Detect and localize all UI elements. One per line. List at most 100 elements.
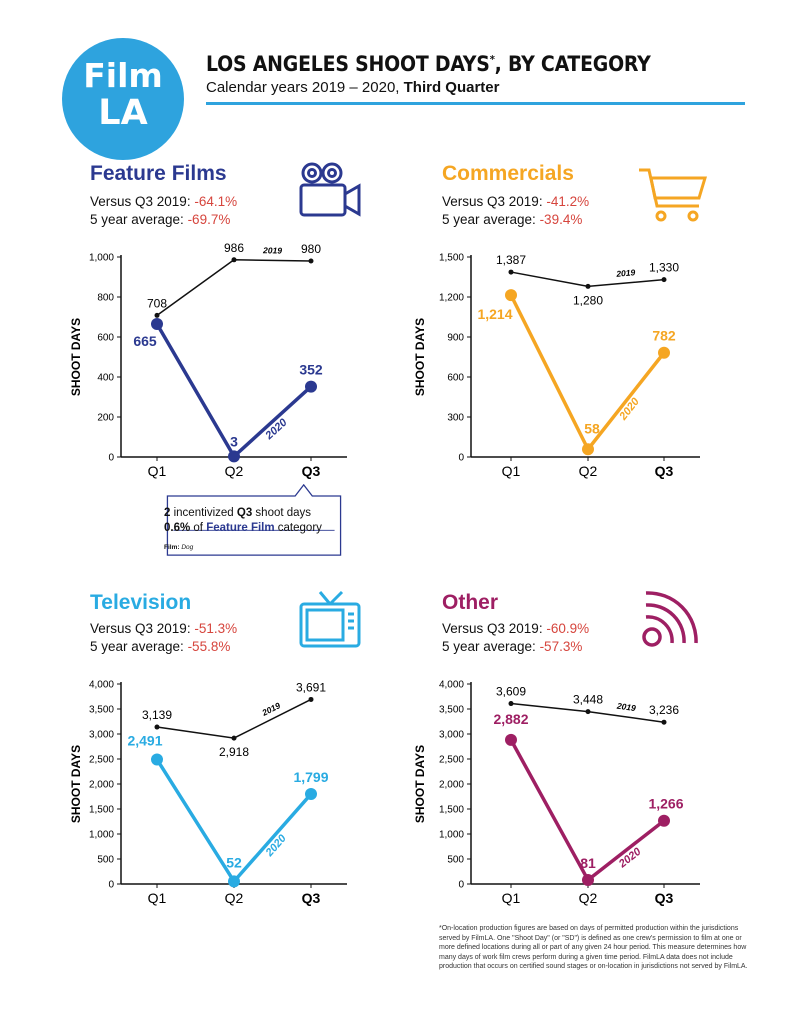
series-2019-point xyxy=(661,277,667,283)
series-2019-data-label: 1,280 xyxy=(573,293,603,307)
y-tick-label: 3,000 xyxy=(439,730,464,741)
y-tick-label: 2,000 xyxy=(439,780,464,791)
y-tick-label: 0 xyxy=(108,453,114,464)
series-2019-point xyxy=(231,735,237,741)
series-2019-data-label: 3,691 xyxy=(296,680,326,694)
series-2020-data-label: 2,882 xyxy=(493,711,528,727)
y-tick-label: 0 xyxy=(108,880,114,891)
footnote: *On-location production figures are base… xyxy=(439,925,748,970)
versus-line: Versus Q3 2019: -60.9% xyxy=(442,621,589,636)
series-2020-data-label: 1,799 xyxy=(293,769,328,785)
series-2019-point xyxy=(154,312,160,318)
series-2019-point xyxy=(585,283,591,289)
panel-feature-films: Feature Films Versus Q3 2019: -64.1% 5 y… xyxy=(90,162,430,517)
series-2020-name: 2020 xyxy=(263,832,289,860)
panel-commercials: Commercials Versus Q3 2019: -41.2% 5 yea… xyxy=(442,162,782,517)
series-2019-point xyxy=(661,719,667,725)
y-tick-label: 300 xyxy=(447,413,464,424)
x-tick-label: Q3 xyxy=(655,890,674,906)
y-axis-label: SHOOT DAYS xyxy=(413,745,427,823)
average-line: 5 year average: -57.3% xyxy=(442,639,582,654)
x-tick-label: Q1 xyxy=(502,890,521,906)
versus-value: -51.3% xyxy=(194,621,238,636)
signal-icon xyxy=(642,591,698,647)
versus-line: Versus Q3 2019: -41.2% xyxy=(442,194,589,209)
series-2019-name: 2019 xyxy=(262,245,282,255)
y-tick-label: 400 xyxy=(97,373,114,384)
x-tick-label: Q2 xyxy=(579,463,598,479)
y-tick-label: 4,000 xyxy=(89,680,114,691)
callout-q3: Q3 xyxy=(236,507,253,519)
x-tick-label: Q1 xyxy=(148,463,167,479)
series-2019-point xyxy=(308,696,314,702)
panel-title: Television xyxy=(90,591,192,614)
series-2020-data-label: 782 xyxy=(652,328,676,344)
y-tick-label: 200 xyxy=(97,413,114,424)
average-label: 5 year average: xyxy=(442,212,540,227)
y-tick-label: 1,200 xyxy=(439,293,464,304)
y-tick-label: 900 xyxy=(447,333,464,344)
logo-line2: LA xyxy=(98,93,148,133)
series-2019-point xyxy=(508,701,514,707)
header-rule xyxy=(206,102,745,105)
series-2019-data-label: 3,609 xyxy=(496,685,526,699)
series-2020-data-label: 58 xyxy=(584,420,600,436)
y-tick-label: 600 xyxy=(97,333,114,344)
page-subtitle: Calendar years 2019 – 2020, Third Quarte… xyxy=(206,79,500,96)
y-tick-label: 2,000 xyxy=(89,780,114,791)
series-2019-name: 2019 xyxy=(615,267,636,279)
series-2020-data-label: 1,214 xyxy=(477,306,512,322)
versus-line: Versus Q3 2019: -51.3% xyxy=(90,621,237,636)
subtitle-prefix: Calendar years 2019 – 2020, xyxy=(206,79,404,96)
versus-label: Versus Q3 2019: xyxy=(442,194,547,209)
series-2019-data-label: 2,918 xyxy=(219,745,249,759)
callout-border xyxy=(166,484,342,556)
callout-text2: shoot days xyxy=(252,507,312,519)
y-tick-label: 3,500 xyxy=(439,705,464,716)
series-2020-point xyxy=(228,875,240,888)
callout-text4: category xyxy=(274,522,322,534)
series-2020-point xyxy=(228,450,240,463)
y-tick-label: 500 xyxy=(97,855,114,866)
y-tick-label: 1,500 xyxy=(89,805,114,816)
series-2020-point xyxy=(582,873,594,886)
average-value: -39.4% xyxy=(539,212,583,227)
average-label: 5 year average: xyxy=(90,212,188,227)
panel-title: Feature Films xyxy=(90,162,227,185)
title-suffix: , BY CATEGORY xyxy=(494,52,651,76)
y-tick-label: 2,500 xyxy=(439,755,464,766)
y-axis-label: SHOOT DAYS xyxy=(69,745,83,823)
y-tick-label: 800 xyxy=(97,293,114,304)
y-tick-label: 1,000 xyxy=(89,830,114,841)
series-2019-line xyxy=(156,698,312,739)
average-value: -55.8% xyxy=(187,639,231,654)
series-2019-point xyxy=(231,257,237,263)
logo-line1: Film xyxy=(83,56,163,95)
series-2020-point xyxy=(658,814,670,827)
x-tick-label: Q2 xyxy=(225,890,244,906)
film-value: Dog xyxy=(181,544,194,551)
y-tick-label: 4,000 xyxy=(439,680,464,691)
series-2020-data-label: 81 xyxy=(580,855,596,871)
series-2020-point xyxy=(582,443,594,456)
series-2020-point xyxy=(658,346,670,359)
x-tick-label: Q1 xyxy=(502,463,521,479)
versus-value: -60.9% xyxy=(546,621,590,636)
panel-title: Other xyxy=(442,591,499,614)
television-icon xyxy=(299,590,361,648)
title-mark: * xyxy=(489,53,495,66)
series-2020-data-label: 52 xyxy=(226,854,242,870)
x-tick-label: Q2 xyxy=(579,890,598,906)
series-2020-point xyxy=(305,788,317,801)
series-2019-data-label: 1,387 xyxy=(496,253,526,267)
series-2020-data-label: 1,266 xyxy=(648,796,683,812)
series-2020-data-label: 352 xyxy=(299,362,323,378)
shopping-cart-icon xyxy=(639,168,708,222)
y-tick-label: 1,500 xyxy=(439,805,464,816)
y-tick-label: 1,000 xyxy=(439,830,464,841)
versus-label: Versus Q3 2019: xyxy=(90,194,195,209)
series-2020-name: 2020 xyxy=(263,416,291,443)
series-2019-line xyxy=(156,259,312,317)
callout-pct: 0.6% xyxy=(164,522,191,534)
series-2020-point xyxy=(151,318,163,330)
